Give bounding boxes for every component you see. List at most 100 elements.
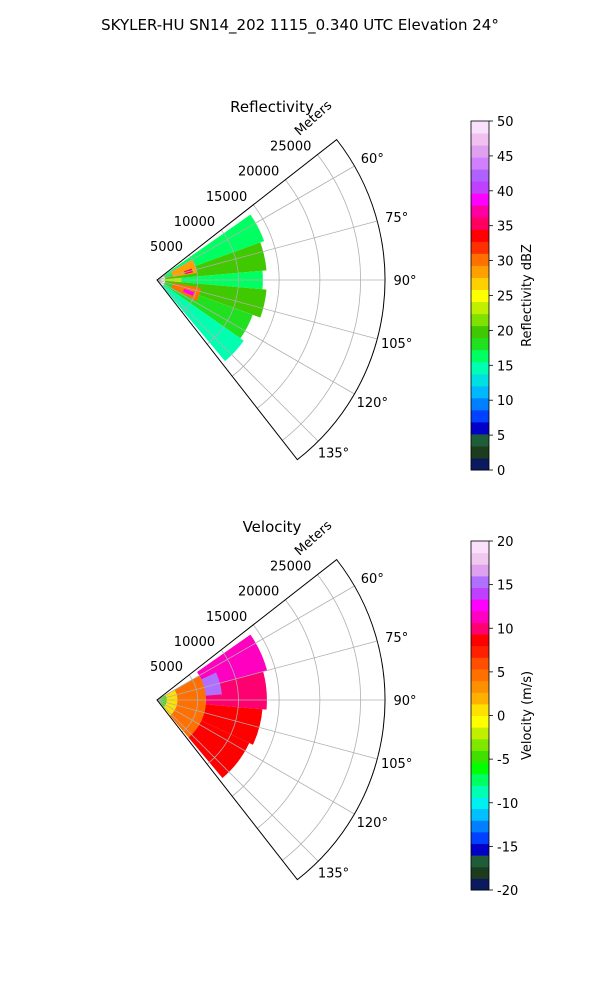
- polar-frame: [156, 138, 386, 461]
- range-ring: [282, 574, 361, 861]
- colorbar-swatch: [471, 878, 489, 891]
- colorbar-swatch: [471, 241, 489, 254]
- colorbar-swatch: [471, 325, 489, 339]
- range-tick-label: 20000: [238, 585, 279, 600]
- colorbar-tick-label: 45: [497, 150, 514, 165]
- data-sector-6: [163, 689, 178, 716]
- colorbar-tick-label: 25: [497, 290, 514, 305]
- colorbar-tick-label: 40: [497, 185, 514, 200]
- colorbar-tick-label: 5: [497, 666, 505, 681]
- azimuth-tick-label: 120°: [357, 816, 388, 831]
- colorbar-swatch: [471, 750, 489, 763]
- colorbar-tick-label: 20: [497, 324, 514, 339]
- colorbar-swatch: [471, 409, 489, 423]
- colorbar-tick-label: 5: [497, 429, 505, 444]
- range-ring: [282, 154, 361, 441]
- colorbar-swatch: [471, 157, 489, 170]
- colorbar-swatch: [471, 301, 489, 315]
- range-ring: [231, 624, 280, 797]
- colorbar-swatch: [471, 668, 489, 682]
- colorbar-tick-label: 50: [497, 115, 514, 130]
- colorbar-swatch: [471, 181, 489, 194]
- azimuth-tick-label: 60°: [361, 572, 384, 587]
- radar-data: [162, 214, 267, 362]
- panel-title: Velocity: [243, 518, 302, 536]
- colorbar-swatch: [471, 133, 489, 146]
- colorbar-label: Reflectivity dBZ: [520, 244, 535, 347]
- azimuth-tick-label: 105°: [381, 337, 412, 352]
- colorbar-tick-label: 15: [497, 359, 514, 374]
- colorbar-swatch: [471, 866, 489, 879]
- azimuth-gridline: [156, 699, 378, 760]
- colorbar-swatch: [471, 229, 489, 242]
- colorbar-swatch: [471, 552, 489, 565]
- data-sector-5: [162, 284, 244, 362]
- range-ring: [257, 599, 321, 829]
- colorbar-swatch: [471, 421, 489, 435]
- colorbar-swatch: [471, 289, 489, 303]
- colorbar-swatch: [471, 715, 489, 728]
- azimuth-tick-label: 120°: [357, 396, 388, 411]
- range-tick-label: 15000: [206, 190, 247, 205]
- polar-frame: [156, 558, 386, 881]
- colorbar-swatch: [471, 349, 489, 363]
- colorbar-swatch: [471, 361, 489, 375]
- data-sector-3: [188, 720, 250, 778]
- colorbar-swatch: [471, 265, 489, 278]
- figure-title: SKYLER-HU SN14_202 1115_0.340 UTC Elevat…: [101, 16, 499, 34]
- range-ring: [257, 179, 321, 409]
- range-tick-label: 10000: [174, 215, 215, 230]
- azimuth-gridline: [156, 585, 355, 701]
- azimuth-gridline: [156, 279, 378, 340]
- colorbar-swatch: [471, 337, 489, 351]
- range-tick-label: 10000: [174, 635, 215, 650]
- range-tick-label: 5000: [150, 660, 183, 675]
- colorbar-tick-label: -15: [497, 840, 518, 855]
- colorbar-swatch: [471, 205, 489, 218]
- range-ring: [206, 649, 239, 765]
- azimuth-tick-label: 90°: [393, 694, 416, 709]
- colorbar-swatch: [471, 277, 489, 290]
- colorbar-tick-label: 10: [497, 622, 514, 637]
- colorbar-swatch: [471, 762, 489, 775]
- colorbar-swatch: [471, 645, 489, 658]
- azimuth-gridline: [156, 699, 355, 815]
- azimuth-tick-label: 135°: [318, 867, 349, 882]
- colorbar-swatch: [471, 692, 489, 705]
- range-tick-label: 15000: [206, 610, 247, 625]
- colorbar-swatch: [471, 217, 489, 230]
- range-ring: [231, 204, 280, 377]
- range-ring: [181, 254, 199, 313]
- range-tick-label: 25000: [270, 140, 311, 155]
- colorbar-swatch: [471, 373, 489, 387]
- colorbar-swatch: [471, 773, 489, 786]
- colorbar-swatch: [471, 657, 489, 670]
- colorbar-swatch: [471, 564, 489, 577]
- colorbar-swatch: [471, 433, 489, 447]
- panel-title: Reflectivity: [230, 98, 314, 116]
- colorbar-swatch: [471, 634, 489, 647]
- colorbar-swatch: [471, 385, 489, 399]
- azimuth-tick-label: 90°: [393, 274, 416, 289]
- azimuth-tick-label: 75°: [385, 211, 408, 226]
- colorbar-swatch: [471, 253, 489, 266]
- colorbar-tick-label: 0: [497, 464, 505, 479]
- range-tick-label: 20000: [238, 165, 279, 180]
- azimuth-gridline: [156, 220, 378, 281]
- range-tick-label: 25000: [270, 560, 311, 575]
- colorbar-tick-label: 10: [497, 394, 514, 409]
- colorbar-swatch: [471, 193, 489, 206]
- colorbar-tick-label: -10: [497, 797, 518, 812]
- colorbar-swatch: [471, 610, 489, 623]
- colorbar-swatch: [471, 145, 489, 158]
- colorbar-swatch: [471, 622, 489, 635]
- colorbar-tick-label: -20: [497, 884, 518, 899]
- colorbar-swatch: [471, 820, 489, 833]
- chart-panel-velocity: 500010000150002000025000Meters60°75°90°1…: [150, 518, 535, 899]
- range-ring: [181, 674, 199, 733]
- azimuth-tick-label: 105°: [381, 757, 412, 772]
- colorbar: 0 5 10 15 20 25 30 35 40 45 50 Reflectivity dBZ: [470, 115, 535, 479]
- colorbar-swatch: [471, 575, 489, 589]
- azimuth-tick-label: 60°: [361, 152, 384, 167]
- colorbar-label: Velocity (m/s): [520, 671, 535, 760]
